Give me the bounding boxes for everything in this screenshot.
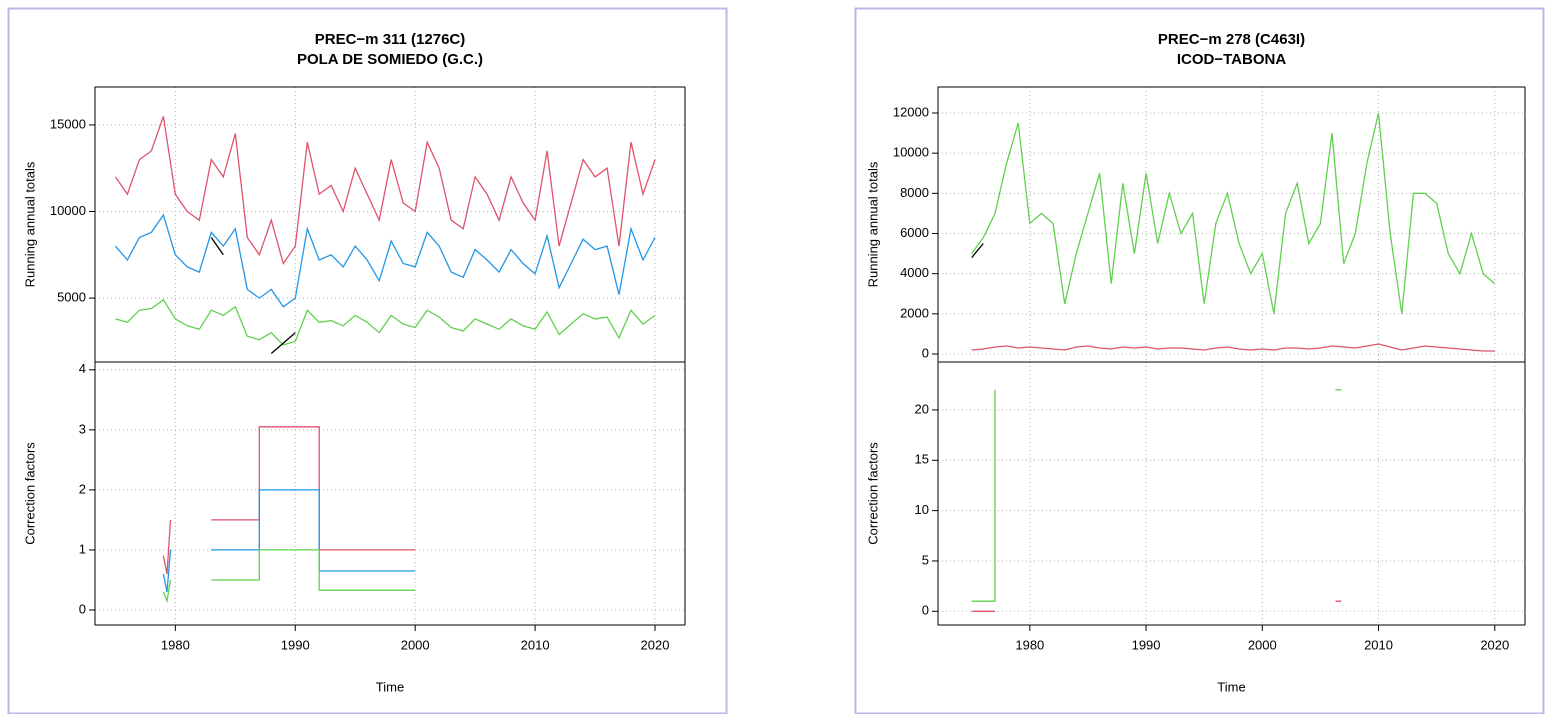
y-axis-label: Correction factors: [22, 442, 37, 545]
series-line: [971, 112, 1496, 314]
chart-subtitle: ICOD−TABONA: [1177, 51, 1286, 68]
y-tick-label: 0: [922, 345, 929, 360]
y-tick-label: 2000: [900, 305, 929, 320]
x-tick-label: 2000: [401, 637, 430, 652]
plot-box: [94, 86, 686, 363]
y-tick-label: 0: [922, 603, 929, 618]
y-tick-label: 4: [79, 361, 86, 376]
y-tick-label: 3: [79, 421, 86, 436]
x-tick-label: 1980: [161, 637, 190, 652]
y-tick-label: 10000: [50, 203, 86, 218]
series-line: [115, 298, 656, 346]
y-tick-label: 1: [79, 541, 86, 556]
y-tick-label: 5: [922, 552, 929, 567]
y-axis-label: Correction factors: [865, 442, 880, 545]
y-tick-label: 10000: [893, 145, 929, 160]
chart-subtitle: POLA DE SOMIEDO (G.C.): [297, 51, 483, 68]
y-tick-label: 2: [79, 481, 86, 496]
series-line: [114, 116, 656, 266]
panel-frame: [854, 7, 1545, 714]
x-tick-label: 2000: [1248, 637, 1277, 652]
y-tick-label: 5000: [57, 290, 86, 305]
x-tick-label: 1990: [281, 637, 310, 652]
y-tick-label: 8000: [900, 185, 929, 200]
y-tick-label: 4000: [900, 265, 929, 280]
series-line: [162, 489, 416, 593]
x-tick-label: 2020: [641, 637, 670, 652]
series-line: [971, 389, 1342, 602]
y-tick-label: 15: [915, 452, 929, 467]
x-axis-label: Time: [376, 679, 404, 694]
plot-box: [94, 361, 686, 626]
series-line: [114, 213, 656, 308]
series-line: [210, 237, 296, 354]
series-line: [971, 600, 1342, 612]
series-line: [162, 549, 416, 604]
y-tick-label: 0: [79, 601, 86, 616]
panel-frame: [7, 7, 728, 714]
y-axis-label: Running annual totals: [865, 161, 880, 287]
chart-title: PREC−m 278 (C463I): [1158, 31, 1305, 48]
plot-box: [937, 361, 1526, 626]
x-tick-label: 2010: [521, 637, 550, 652]
y-tick-label: 12000: [893, 104, 929, 119]
y-tick-label: 6000: [900, 225, 929, 240]
x-tick-label: 2010: [1364, 637, 1393, 652]
x-tick-label: 2020: [1480, 637, 1509, 652]
chart-title: PREC−m 311 (1276C): [315, 31, 466, 48]
x-axis-label: Time: [1217, 679, 1245, 694]
x-tick-label: 1990: [1132, 637, 1161, 652]
series-line: [162, 426, 416, 575]
y-tick-label: 10: [915, 502, 929, 517]
series-line: [971, 343, 1495, 352]
x-tick-label: 1980: [1015, 637, 1044, 652]
plot-box: [937, 86, 1526, 363]
y-tick-label: 15000: [50, 116, 86, 131]
y-tick-label: 20: [915, 401, 929, 416]
y-axis-label: Running annual totals: [22, 161, 37, 287]
series-line: [971, 243, 984, 259]
